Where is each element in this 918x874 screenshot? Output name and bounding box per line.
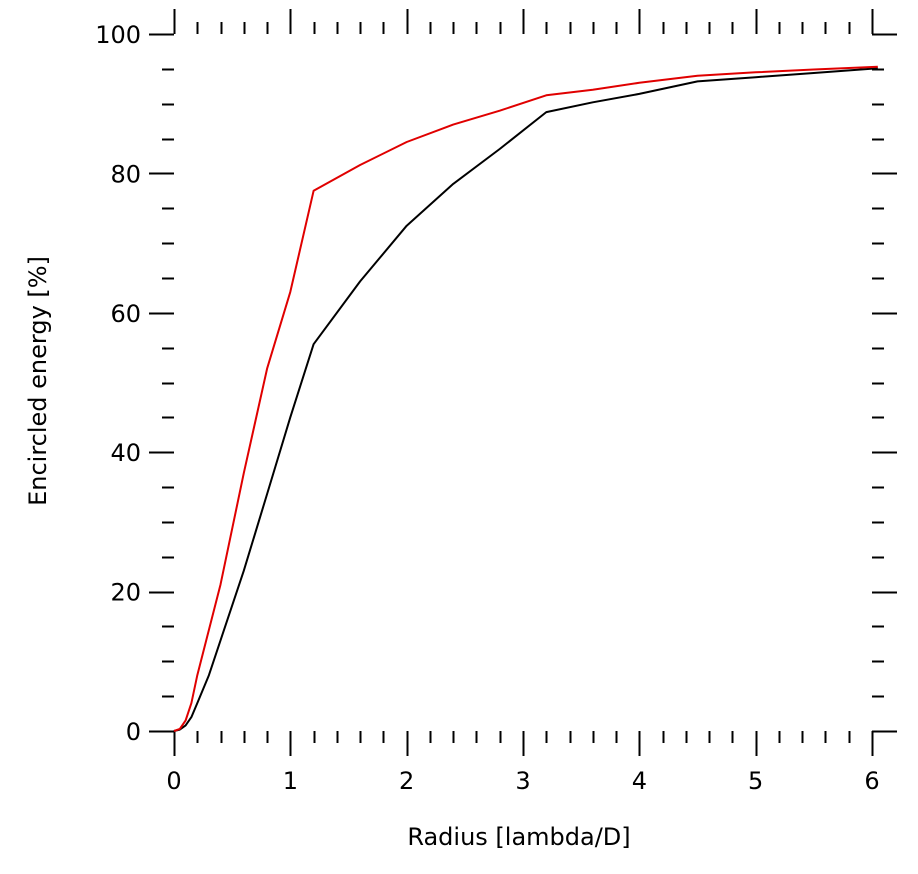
- series-lines: [173, 65, 878, 732]
- x-tick-label: 1: [283, 767, 298, 795]
- x-axis-label: Radius [lambda/D]: [407, 823, 630, 851]
- y-tick-label: 0: [126, 718, 141, 746]
- x-tick-label: 4: [632, 767, 647, 795]
- series-line-red: [173, 65, 878, 732]
- x-tick-label: 2: [399, 767, 414, 795]
- x-tick-label: 6: [864, 767, 879, 795]
- x-tick-label: 3: [515, 767, 530, 795]
- y-tick-label: 40: [110, 439, 141, 467]
- y-tick-label: 80: [110, 160, 141, 188]
- y-tick-label: 100: [95, 21, 141, 49]
- x-tick-label: 5: [748, 767, 763, 795]
- y-tick-label: 60: [110, 300, 141, 328]
- y-tick-label: 20: [110, 579, 141, 607]
- axis-ticks: [149, 9, 897, 756]
- y-axis-label: Encircled energy [%]: [24, 256, 52, 506]
- x-tick-label: 0: [166, 767, 181, 795]
- series-line-black: [173, 67, 878, 732]
